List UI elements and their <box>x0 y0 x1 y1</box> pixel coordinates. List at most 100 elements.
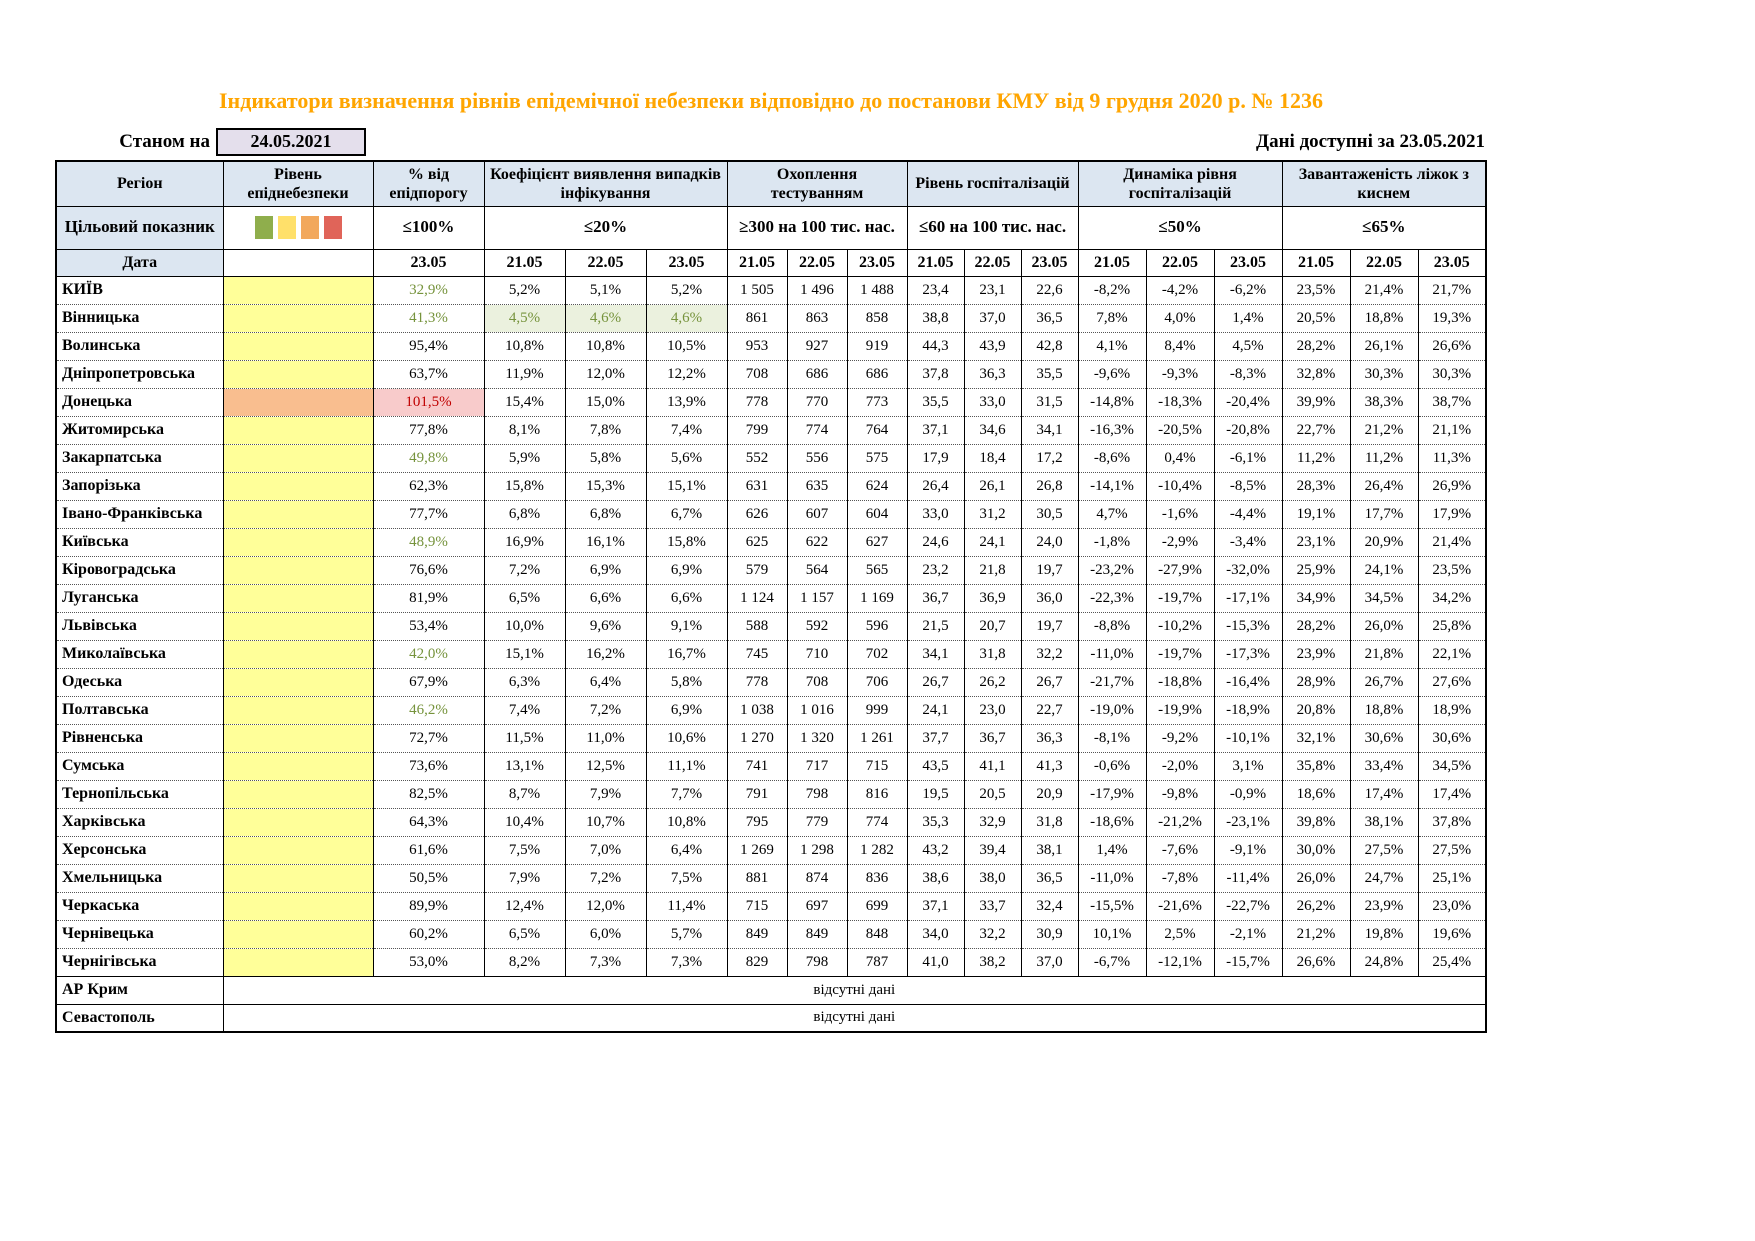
hospitalization-value: 26,8 <box>1020 471 1079 501</box>
detection-value: 7,3% <box>645 947 728 977</box>
testing-value: 1 124 <box>726 583 788 613</box>
hospitalization-value: 20,5 <box>963 779 1022 809</box>
hospitalization-value: 31,5 <box>1020 387 1079 417</box>
no-data-text: відсутні дані <box>222 975 1487 1005</box>
hospitalization-dynamics-value: -19,0% <box>1077 695 1147 725</box>
oxygen-beds-value: 25,9% <box>1281 555 1351 585</box>
hospitalization-value: 24,6 <box>906 527 965 557</box>
oxygen-beds-value: 27,5% <box>1417 835 1487 865</box>
detection-value: 5,2% <box>645 275 728 305</box>
hospitalization-dynamics-value: -0,6% <box>1077 751 1147 781</box>
testing-value: 596 <box>846 611 908 641</box>
detection-value: 6,6% <box>564 583 647 613</box>
oxygen-beds-value: 28,2% <box>1281 331 1351 361</box>
testing-value: 626 <box>726 499 788 529</box>
hospitalization-value: 38,0 <box>963 863 1022 893</box>
hospitalization-value: 24,1 <box>963 527 1022 557</box>
hospitalization-dynamics-value: -12,1% <box>1145 947 1215 977</box>
detection-value: 15,4% <box>483 387 566 417</box>
hospitalization-dynamics-value: -15,7% <box>1213 947 1283 977</box>
hospitalization-value: 26,4 <box>906 471 965 501</box>
detection-value: 15,1% <box>483 639 566 669</box>
hospitalization-value: 34,6 <box>963 415 1022 445</box>
col-header-pct: % від епідпорогу <box>372 160 485 207</box>
detection-value: 6,0% <box>564 919 647 949</box>
testing-value: 624 <box>846 471 908 501</box>
hospitalization-value: 32,4 <box>1020 891 1079 921</box>
hospitalization-dynamics-value: -9,2% <box>1145 723 1215 753</box>
detection-value: 5,8% <box>564 443 647 473</box>
table-row: Чернівецька 60,2% 6,5% 6,0% 5,7% 849 849 848 34,… <box>55 919 1487 949</box>
hospitalization-dynamics-value: -17,3% <box>1213 639 1283 669</box>
hospitalization-value: 23,0 <box>963 695 1022 725</box>
hospitalization-dynamics-value: -21,2% <box>1145 807 1215 837</box>
testing-value: 999 <box>846 695 908 725</box>
epidemic-level-cell <box>222 387 374 417</box>
hospitalization-dynamics-value: 4,1% <box>1077 331 1147 361</box>
testing-value: 773 <box>846 387 908 417</box>
oxygen-beds-value: 38,3% <box>1349 387 1419 417</box>
date-header: 21.05 <box>726 248 788 277</box>
oxygen-beds-value: 22,1% <box>1417 639 1487 669</box>
oxygen-beds-value: 23,1% <box>1281 527 1351 557</box>
hospitalization-value: 17,2 <box>1020 443 1079 473</box>
col-header-detection: Коефіцієнт виявлення випадків інфікуванн… <box>483 160 728 207</box>
testing-value: 631 <box>726 471 788 501</box>
hospitalization-dynamics-value: 4,0% <box>1145 303 1215 333</box>
hospitalization-dynamics-value: 7,8% <box>1077 303 1147 333</box>
hospitalization-dynamics-value: -18,9% <box>1213 695 1283 725</box>
pct-epidthreshold-value: 77,8% <box>372 415 485 445</box>
oxygen-beds-value: 26,7% <box>1349 667 1419 697</box>
epidemic-level-cell <box>222 639 374 669</box>
table-row: Сумська 73,6% 13,1% 12,5% 11,1% 741 717 715 43,5… <box>55 751 1487 781</box>
epidemic-level-cell <box>222 583 374 613</box>
table-row: Миколаївська 42,0% 15,1% 16,2% 16,7% 745 710 70… <box>55 639 1487 669</box>
region-name: Миколаївська <box>55 639 224 669</box>
region-name: Полтавська <box>55 695 224 725</box>
detection-value: 7,8% <box>564 415 647 445</box>
region-name: Луганська <box>55 583 224 613</box>
hospitalization-value: 37,1 <box>906 891 965 921</box>
epidemic-level-cell <box>222 555 374 585</box>
testing-value: 764 <box>846 415 908 445</box>
table-row: Запорізька 62,3% 15,8% 15,3% 15,1% 631 635 624 2… <box>55 471 1487 501</box>
hospitalization-dynamics-value: 4,5% <box>1213 331 1283 361</box>
region-name: Чернівецька <box>55 919 224 949</box>
hospitalization-dynamics-value: -0,9% <box>1213 779 1283 809</box>
oxygen-beds-value: 18,8% <box>1349 303 1419 333</box>
testing-value: 798 <box>786 779 848 809</box>
hospitalization-value: 23,1 <box>963 275 1022 305</box>
oxygen-beds-value: 18,9% <box>1417 695 1487 725</box>
hospitalization-dynamics-value: -32,0% <box>1213 555 1283 585</box>
detection-value: 7,7% <box>645 779 728 809</box>
region-name: Рівненська <box>55 723 224 753</box>
pct-epidthreshold-value: 63,7% <box>372 359 485 389</box>
hospitalization-dynamics-value: -15,3% <box>1213 611 1283 641</box>
hospitalization-dynamics-value: -9,1% <box>1213 835 1283 865</box>
oxygen-beds-value: 19,3% <box>1417 303 1487 333</box>
hospitalization-value: 26,2 <box>963 667 1022 697</box>
detection-value: 15,3% <box>564 471 647 501</box>
hospitalization-value: 21,5 <box>906 611 965 641</box>
oxygen-beds-value: 17,7% <box>1349 499 1419 529</box>
testing-value: 953 <box>726 331 788 361</box>
table-row: Закарпатська 49,8% 5,9% 5,8% 5,6% 552 556 575 17… <box>55 443 1487 473</box>
detection-value: 16,2% <box>564 639 647 669</box>
detection-value: 9,1% <box>645 611 728 641</box>
testing-value: 1 157 <box>786 583 848 613</box>
target-pct: ≤100% <box>372 205 485 250</box>
hospitalization-value: 24,1 <box>906 695 965 725</box>
oxygen-beds-value: 30,6% <box>1349 723 1419 753</box>
detection-value: 10,8% <box>645 807 728 837</box>
hospitalization-dynamics-value: -1,8% <box>1077 527 1147 557</box>
date-header: 23.05 <box>372 248 485 277</box>
hospitalization-value: 31,2 <box>963 499 1022 529</box>
date-header: 21.05 <box>1281 248 1351 277</box>
hospitalization-value: 26,7 <box>906 667 965 697</box>
hospitalization-value: 30,9 <box>1020 919 1079 949</box>
hospitalization-dynamics-value: 10,1% <box>1077 919 1147 949</box>
col-header-testing: Охоплення тестуванням <box>726 160 908 207</box>
testing-value: 627 <box>846 527 908 557</box>
hospitalization-value: 26,7 <box>1020 667 1079 697</box>
hospitalization-value: 38,2 <box>963 947 1022 977</box>
